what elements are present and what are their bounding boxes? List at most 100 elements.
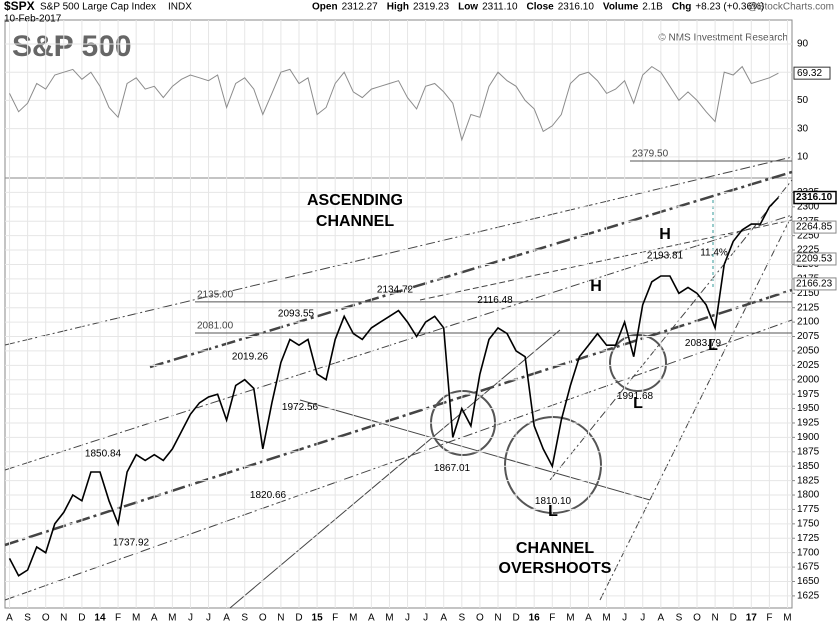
x-tick-label: J (423, 613, 428, 624)
price-label: 1867.01 (434, 463, 471, 474)
x-tick-label: S (458, 613, 465, 624)
price-label: 2116.48 (477, 295, 513, 306)
x-tick-label: N (494, 613, 501, 624)
trend-line (419, 219, 793, 301)
price-label: 1737.92 (113, 537, 150, 548)
trend-line (299, 399, 651, 501)
x-tick-label: A (223, 613, 230, 624)
x-tick-label: D (78, 613, 85, 624)
quote-value: 2312.27 (342, 2, 379, 13)
y-tick-label: 2100 (797, 317, 820, 328)
value-tag (793, 66, 831, 80)
series-line (8, 196, 779, 577)
quote-value: +8.23 (+0.36%) (695, 2, 764, 13)
x-tick-label: N (277, 613, 284, 624)
series-line (9, 65, 779, 142)
x-tick-label: F (766, 613, 772, 624)
y2-tick-label: 50 (797, 95, 809, 106)
value-tag-label: 2209.53 (796, 254, 833, 265)
y-tick-label: 1850 (797, 461, 820, 472)
quote-value: 2319.23 (413, 2, 450, 13)
y-tick-label: 1950 (797, 403, 820, 414)
x-tick-label: 16 (529, 613, 541, 624)
y2-tick-label: 10 (797, 151, 809, 162)
x-tick-label: M (385, 613, 393, 624)
y-tick-label: 1925 (797, 418, 820, 429)
x-tick-label: F (549, 613, 555, 624)
trend-line (229, 329, 561, 609)
y-tick-label: 2050 (797, 346, 820, 357)
value-tag (793, 277, 837, 291)
y-tick-label: 2125 (797, 302, 820, 313)
x-tick-label: S (24, 613, 31, 624)
x-tick-label: 17 (746, 613, 758, 624)
source: @StockCharts.com (748, 2, 834, 13)
annotation: CHANNEL (316, 213, 394, 230)
y-tick-label: 2250 (797, 230, 820, 241)
price-label: 2193.81 (647, 251, 684, 262)
y-tick-label: 1750 (797, 518, 820, 529)
annotation: L (548, 503, 558, 520)
y-tick-label: 1625 (797, 591, 820, 602)
y-tick-label: 1975 (797, 389, 820, 400)
x-tick-label: S (676, 613, 683, 624)
annotation: H (659, 226, 671, 243)
x-tick-label: A (6, 613, 13, 624)
annotation: ASCENDING (307, 192, 403, 209)
value-tag (793, 220, 837, 234)
level-label: 2135.00 (197, 290, 234, 301)
quote-value: 2311.10 (482, 2, 518, 13)
quote-label: Close (527, 2, 555, 13)
x-tick-label: J (640, 613, 645, 624)
y2-tick-label: 30 (797, 123, 809, 134)
x-tick-label: M (349, 613, 357, 624)
x-tick-label: M (602, 613, 610, 624)
y-tick-label: 2150 (797, 288, 820, 299)
price-label: 2093.55 (278, 308, 315, 319)
y-tick-label: 1825 (797, 475, 820, 486)
value-tag-label: 69.32 (797, 68, 822, 79)
price-label: 2134.72 (377, 285, 414, 296)
x-tick-label: O (259, 613, 267, 624)
y2-tick-label: 90 (797, 39, 809, 50)
symbol: $SPX (4, 0, 35, 13)
quote-label: Volume (603, 2, 639, 13)
y-tick-label: 1650 (797, 576, 820, 587)
x-tick-label: D (512, 613, 519, 624)
x-tick-label: M (132, 613, 140, 624)
annotation: CHANNEL (516, 540, 594, 557)
price-label: 1820.66 (250, 490, 287, 501)
y-tick-label: 1675 (797, 562, 820, 573)
y-tick-label: 1875 (797, 446, 820, 457)
y-tick-label: 2025 (797, 360, 820, 371)
quote-label: Open (312, 2, 338, 13)
value-tag-label: 2166.23 (796, 279, 833, 290)
exchange: INDX (168, 2, 192, 13)
price-label: 1810.10 (535, 496, 572, 507)
x-tick-label: O (42, 613, 50, 624)
x-tick-label: A (440, 613, 447, 624)
x-tick-label: J (206, 613, 211, 624)
y-tick-label: 1800 (797, 490, 820, 501)
y-tick-label: 2075 (797, 331, 820, 342)
plot-frame (4, 19, 793, 609)
quote-label: Low (458, 2, 478, 13)
y-tick-label: 2225 (797, 245, 820, 256)
y-tick-label: 1725 (797, 533, 820, 544)
level-label: 2379.50 (632, 149, 669, 160)
price-label: 2083.79 (685, 338, 722, 349)
date: 10-Feb-2017 (4, 14, 62, 25)
y-tick-label: 2300 (797, 201, 820, 212)
y-tick-label: 2000 (797, 374, 820, 385)
x-tick-label: J (622, 613, 627, 624)
quote-value: 2.1B (642, 2, 663, 13)
x-tick-label: S (241, 613, 248, 624)
level-label: 2081.00 (197, 321, 234, 332)
annotation: L (633, 395, 643, 412)
x-tick-label: O (476, 613, 484, 624)
value-tag (793, 252, 837, 266)
gain-label: 11.4% (700, 248, 728, 259)
quote-label: High (387, 2, 409, 13)
